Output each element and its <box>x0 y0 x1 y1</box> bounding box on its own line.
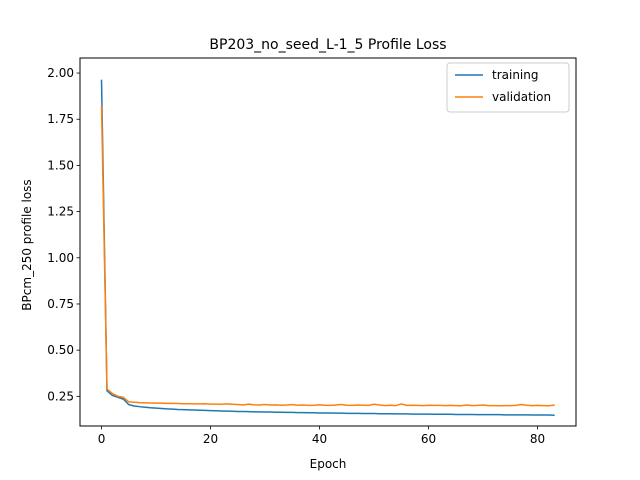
x-tick-label: 40 <box>312 432 327 446</box>
x-axis-ticks: 0 20 40 60 80 <box>98 426 545 446</box>
y-tick-label: 1.25 <box>47 205 74 219</box>
plot-area <box>100 79 555 416</box>
y-tick-label: 1.75 <box>47 112 74 126</box>
axes-frame <box>79 57 577 427</box>
y-tick-label: 0.75 <box>47 297 74 311</box>
x-axis-label: Epoch <box>310 457 347 471</box>
legend-label-training: training <box>492 68 539 82</box>
chart-title: BP203_no_seed_L-1_5 Profile Loss <box>209 37 446 53</box>
y-tick-label: 0.50 <box>47 343 74 357</box>
x-tick-label: 80 <box>530 432 545 446</box>
y-tick-label: 0.25 <box>47 389 74 403</box>
x-tick-label: 60 <box>421 432 436 446</box>
y-tick-label: 1.50 <box>47 158 74 172</box>
y-tick-label: 2.00 <box>47 66 74 80</box>
x-tick-label: 20 <box>203 432 218 446</box>
y-tick-label: 1.00 <box>47 251 74 265</box>
series-line-validation <box>100 105 555 407</box>
series-line-training <box>100 79 555 416</box>
y-axis-ticks: 0.25 0.50 0.75 1.00 1.25 1.50 1.75 2.00 <box>47 66 80 403</box>
legend: training validation <box>446 62 570 113</box>
legend-label-validation: validation <box>492 90 551 104</box>
x-tick-label: 0 <box>98 432 106 446</box>
y-axis-label: BPcm_250 profile loss <box>20 179 34 310</box>
